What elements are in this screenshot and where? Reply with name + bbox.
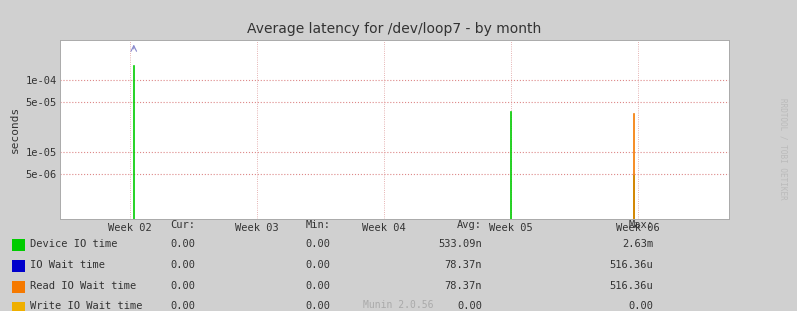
Text: 0.00: 0.00 (306, 260, 331, 270)
Text: 516.36u: 516.36u (610, 281, 654, 290)
Text: Device IO time: Device IO time (30, 239, 118, 249)
Text: 0.00: 0.00 (457, 301, 482, 311)
Text: Min:: Min: (306, 220, 331, 230)
Text: Munin 2.0.56: Munin 2.0.56 (363, 300, 434, 310)
Text: 0.00: 0.00 (306, 239, 331, 249)
Text: 0.00: 0.00 (306, 301, 331, 311)
Text: Cur:: Cur: (171, 220, 195, 230)
Text: 0.00: 0.00 (171, 301, 195, 311)
Title: Average latency for /dev/loop7 - by month: Average latency for /dev/loop7 - by mont… (247, 22, 542, 36)
Text: Avg:: Avg: (457, 220, 482, 230)
Text: Read IO Wait time: Read IO Wait time (30, 281, 136, 290)
Text: 0.00: 0.00 (171, 260, 195, 270)
Text: 0.00: 0.00 (629, 301, 654, 311)
Text: Max:: Max: (629, 220, 654, 230)
Y-axis label: seconds: seconds (10, 106, 20, 153)
Text: 0.00: 0.00 (171, 281, 195, 290)
Text: 78.37n: 78.37n (445, 281, 482, 290)
Text: 516.36u: 516.36u (610, 260, 654, 270)
Text: Write IO Wait time: Write IO Wait time (30, 301, 143, 311)
Text: RRDTOOL / TOBI OETIKER: RRDTOOL / TOBI OETIKER (778, 98, 787, 200)
Text: 2.63m: 2.63m (622, 239, 654, 249)
Text: 533.09n: 533.09n (438, 239, 482, 249)
Text: 0.00: 0.00 (306, 281, 331, 290)
Text: 0.00: 0.00 (171, 239, 195, 249)
Text: IO Wait time: IO Wait time (30, 260, 105, 270)
Text: 78.37n: 78.37n (445, 260, 482, 270)
